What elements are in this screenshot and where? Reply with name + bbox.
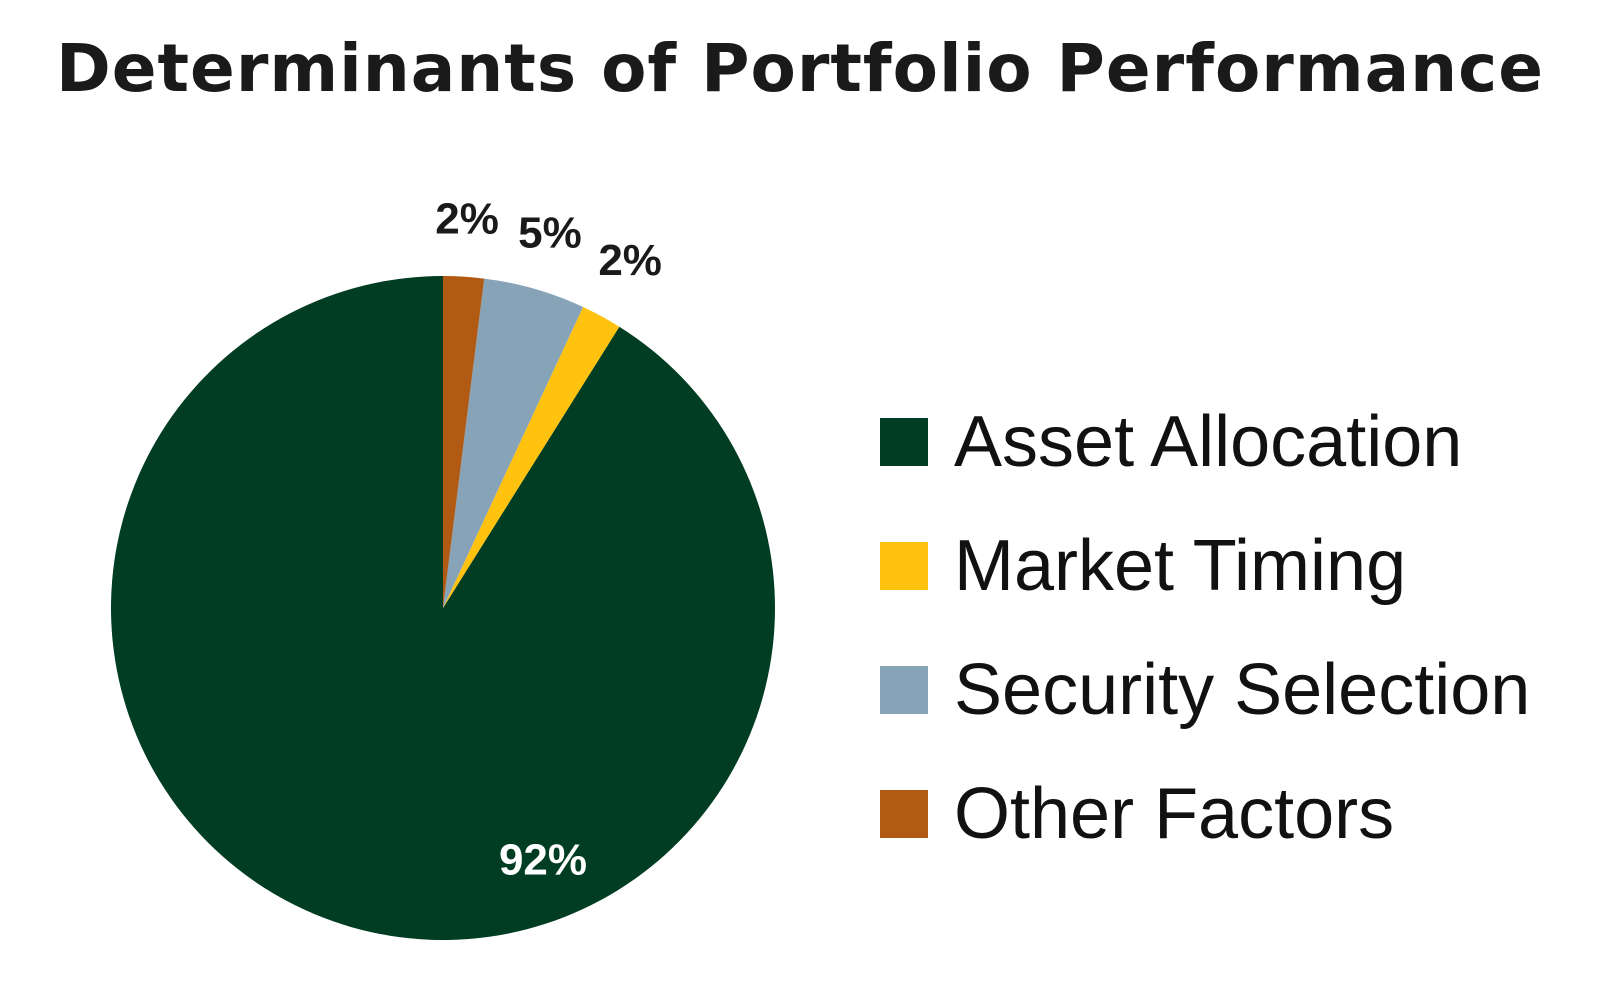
legend-item-asset-allocation: Asset Allocation — [880, 380, 1530, 504]
legend: Asset Allocation Market Timing Security … — [880, 380, 1530, 876]
legend-item-security-selection: Security Selection — [880, 628, 1530, 752]
legend-swatch — [880, 666, 928, 714]
legend-label: Asset Allocation — [954, 402, 1463, 482]
slice-label-asset-allocation: 92% — [499, 836, 587, 885]
pie-slice-other-factors — [443, 276, 485, 608]
pie-slice-asset-allocation — [110, 276, 775, 941]
pie-slice-security-selection — [443, 278, 584, 608]
legend-label: Security Selection — [954, 650, 1531, 730]
slice-label-market-timing: 2% — [598, 236, 662, 285]
legend-swatch — [880, 542, 928, 590]
legend-item-market-timing: Market Timing — [880, 504, 1530, 628]
chart-title: Determinants of Portfolio Performance — [55, 30, 1545, 107]
slice-label-other-factors: 2% — [435, 194, 499, 243]
legend-swatch — [880, 790, 928, 838]
legend-label: Market Timing — [954, 526, 1407, 606]
legend-label: Other Factors — [954, 774, 1395, 854]
legend-item-other-factors: Other Factors — [880, 752, 1530, 876]
slice-label-security-selection: 5% — [518, 209, 582, 258]
legend-swatch — [880, 418, 928, 466]
pie-slice-market-timing — [443, 306, 620, 608]
